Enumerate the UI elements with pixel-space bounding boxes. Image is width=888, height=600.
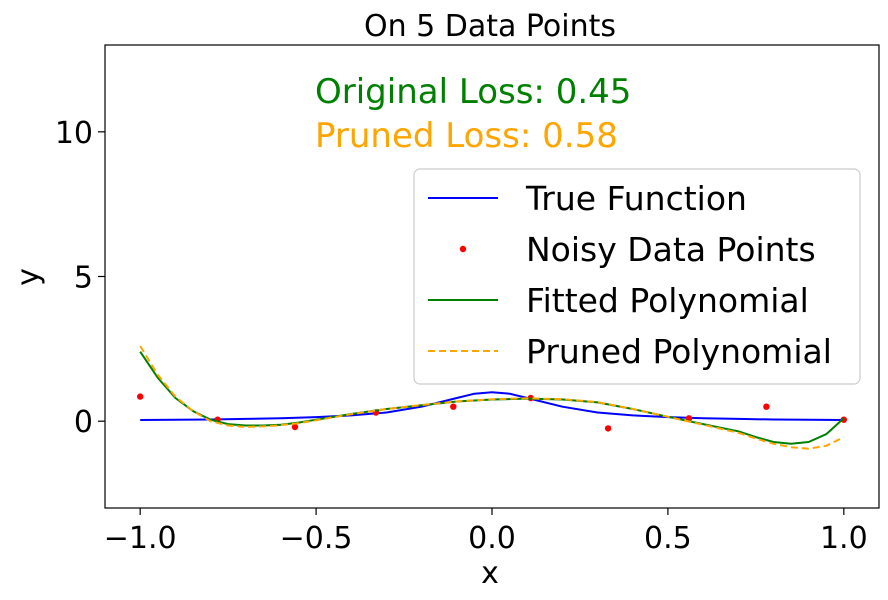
y-axis-label: y	[11, 268, 46, 286]
x-axis-label: x	[481, 556, 499, 591]
legend: True Function Noisy Data Points Fitted Pol…	[413, 168, 861, 385]
y-tick-label: 10	[55, 116, 93, 151]
original-loss-annotation: Original Loss: 0.45	[315, 72, 631, 112]
y-tick-label: 0	[74, 405, 93, 440]
legend-swatch-noisy-data-points	[459, 245, 467, 253]
legend-label-fitted-polynomial: Fitted Polynomial	[526, 281, 809, 320]
legend-label-true-function: True Function	[525, 179, 747, 218]
pruned-polynomial-line	[139, 345, 845, 450]
x-tick-label: 0.0	[468, 521, 516, 556]
data-point	[450, 403, 457, 410]
x-tick-label: 1.0	[820, 521, 868, 556]
x-tick-label: −0.5	[280, 521, 353, 556]
legend-label-noisy-data-points: Noisy Data Points	[526, 230, 816, 269]
data-point	[137, 393, 144, 400]
chart-title: On 5 Data Points	[364, 9, 616, 44]
x-tick-label: −1.0	[104, 521, 177, 556]
plot-series	[137, 345, 847, 450]
true-function-line	[140, 391, 844, 421]
data-point	[840, 416, 847, 423]
x-tick-label: 0.5	[644, 521, 692, 556]
data-point	[291, 423, 299, 431]
y-tick-label: 5	[74, 261, 93, 296]
y-axis-ticks: 0 5 10	[55, 116, 105, 440]
x-axis-ticks: −1.0 −0.5 0.0 0.5 1.0	[104, 508, 868, 556]
pruned-loss-annotation: Pruned Loss: 0.58	[315, 116, 618, 156]
data-point	[763, 403, 770, 410]
data-point	[604, 425, 612, 432]
legend-label-pruned-polynomial: Pruned Polynomial	[526, 332, 832, 371]
legend-box	[413, 168, 861, 385]
